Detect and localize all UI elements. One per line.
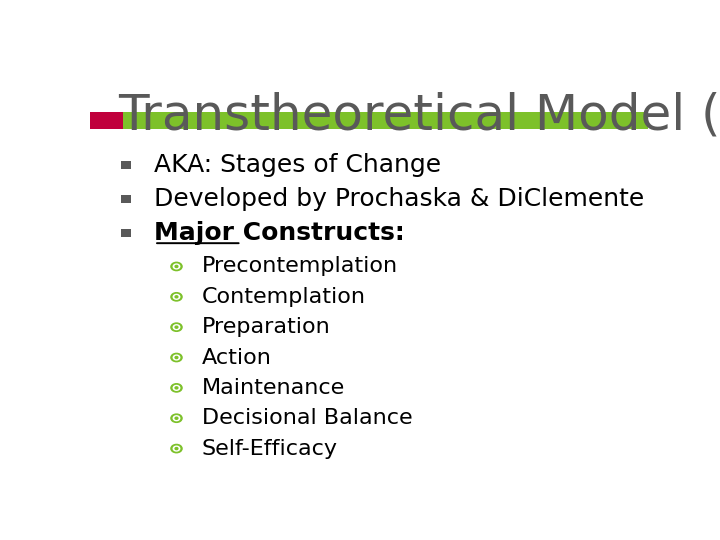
- Circle shape: [174, 355, 180, 360]
- Circle shape: [174, 294, 180, 299]
- FancyBboxPatch shape: [124, 112, 648, 129]
- Circle shape: [174, 386, 180, 390]
- Text: Transtheoretical Model (TTM): Transtheoretical Model (TTM): [118, 92, 720, 140]
- Text: Major Constructs:: Major Constructs:: [154, 221, 405, 245]
- Circle shape: [171, 353, 182, 362]
- Circle shape: [171, 444, 182, 453]
- Circle shape: [175, 448, 178, 450]
- Circle shape: [171, 293, 182, 301]
- Text: Maintenance: Maintenance: [202, 378, 345, 398]
- Circle shape: [171, 414, 182, 422]
- Text: Developed by Prochaska & DiClemente: Developed by Prochaska & DiClemente: [154, 187, 644, 211]
- Text: Preparation: Preparation: [202, 317, 330, 337]
- Text: Action: Action: [202, 348, 271, 368]
- FancyBboxPatch shape: [90, 112, 124, 129]
- FancyBboxPatch shape: [121, 229, 131, 237]
- Text: Precontemplation: Precontemplation: [202, 256, 397, 276]
- Circle shape: [175, 266, 178, 267]
- Circle shape: [175, 387, 178, 389]
- Circle shape: [174, 264, 180, 269]
- Text: AKA: Stages of Change: AKA: Stages of Change: [154, 153, 441, 177]
- Text: Self-Efficacy: Self-Efficacy: [202, 438, 338, 458]
- Circle shape: [171, 262, 182, 271]
- Text: Contemplation: Contemplation: [202, 287, 366, 307]
- Circle shape: [171, 323, 182, 332]
- Circle shape: [175, 356, 178, 359]
- Text: Decisional Balance: Decisional Balance: [202, 408, 413, 428]
- Circle shape: [174, 325, 180, 329]
- Circle shape: [174, 416, 180, 421]
- Circle shape: [175, 417, 178, 419]
- FancyBboxPatch shape: [121, 160, 131, 168]
- Circle shape: [171, 384, 182, 392]
- Circle shape: [175, 326, 178, 328]
- Circle shape: [175, 296, 178, 298]
- Circle shape: [174, 446, 180, 451]
- FancyBboxPatch shape: [121, 195, 131, 202]
